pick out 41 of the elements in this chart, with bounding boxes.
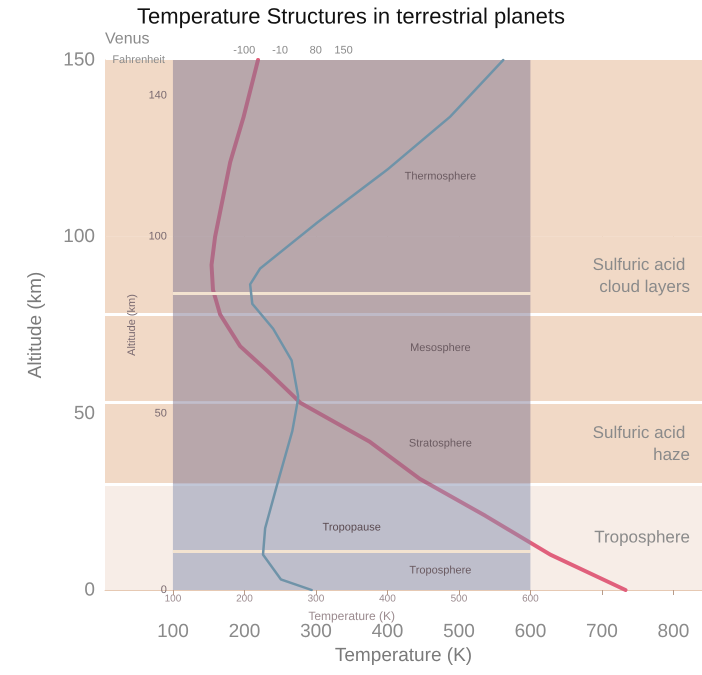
y-tick-label: 150 [63,50,95,70]
x-tick-label: 500 [450,594,468,604]
x-tick-label: 200 [228,621,260,642]
x2-tick-label: -10 [272,44,288,56]
x-tick-label: 500 [443,621,475,642]
x-tick-label: 300 [300,621,332,642]
x-tick-label: 600 [514,621,546,642]
y-tick-label: 0 [84,580,95,600]
x-tick-label: 600 [522,594,540,604]
ref-line-label: Tropopause [322,522,381,534]
x-tick-label: 400 [372,621,404,642]
x-axis-title: Temperature (K) [308,609,396,623]
band-label: Stratosphere [408,437,472,450]
x-tick-label: 100 [164,594,182,604]
y-tick-label: 50 [74,402,95,424]
x2-tick-label: 80 [310,44,322,56]
x-tick-label: 200 [236,594,254,604]
y-axis-title: Altitude (km) [126,294,138,356]
x2-tick-label: 150 [334,44,353,56]
band-label: Sulfuric acid cloud layers [592,255,690,296]
y-tick-label: 0 [160,584,167,596]
chart-subtitle: Venus [105,30,150,48]
x-tick-label: 400 [379,594,396,604]
line-series [248,58,504,592]
x-axis-title: Temperature (K) [334,645,472,666]
band-label: Sulfuric acid haze [592,422,690,464]
band-label: Thermosphere [404,170,476,183]
y-tick-label: 100 [63,226,95,248]
x-tick-label: 700 [586,621,618,642]
y-tick-label: 140 [148,89,167,102]
y-axis-title: Altitude (km) [25,272,46,378]
band-label: Troposphere [594,528,690,546]
band-label: Mesosphere [410,342,471,354]
x-tick-label: 300 [308,594,325,604]
chart-title: Temperature Structures in terrestrial planets [137,4,565,28]
x2-axis-title: Fahrenheit [112,54,165,66]
y-tick-label: 100 [148,230,167,243]
y-tick-label: 50 [154,407,167,420]
x2-tick-label: -100 [233,44,256,56]
band-label: Troposphere [409,564,472,577]
x-tick-label: 800 [658,621,690,642]
